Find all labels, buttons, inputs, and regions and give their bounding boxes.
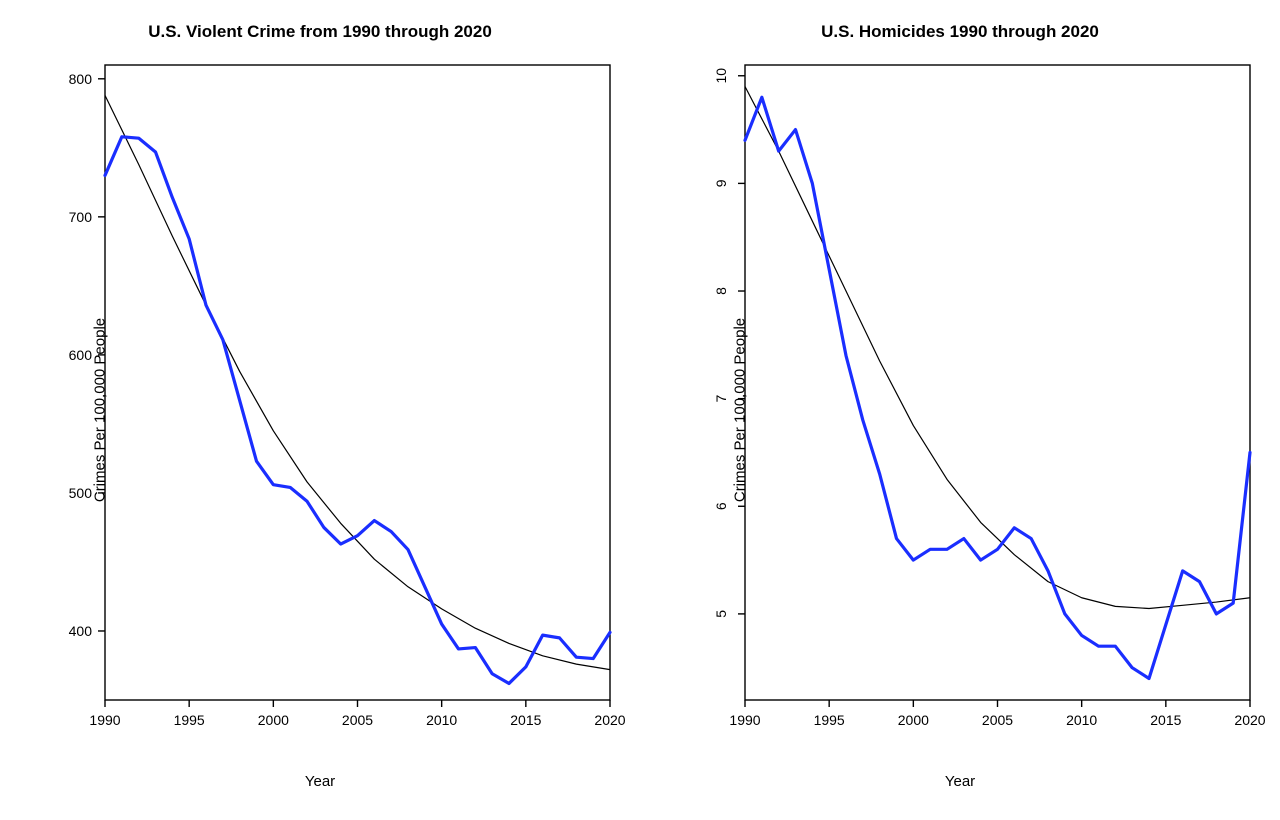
y-tick-label: 9 — [713, 179, 729, 187]
chart-panel: U.S. Homicides 1990 through 2020Crimes P… — [640, 0, 1280, 820]
x-tick-label: 2020 — [594, 712, 625, 728]
x-tick-label: 2010 — [1066, 712, 1097, 728]
y-tick-label: 5 — [713, 610, 729, 618]
plot-box — [105, 65, 610, 700]
x-tick-label: 1995 — [814, 712, 845, 728]
x-tick-label: 2015 — [510, 712, 541, 728]
x-tick-label: 2015 — [1150, 712, 1181, 728]
x-tick-label: 2010 — [426, 712, 457, 728]
x-tick-label: 2005 — [982, 712, 1013, 728]
x-tick-label: 1995 — [174, 712, 205, 728]
trend-line — [745, 87, 1250, 609]
y-tick-label: 6 — [713, 502, 729, 510]
chart-svg: 1990 1995 2000 2005 2010 2015 2020 5 6 7 8 9 10 — [640, 0, 1280, 820]
y-tick-label: 400 — [69, 623, 93, 639]
y-tick-label: 500 — [69, 485, 93, 501]
x-tick-label: 2020 — [1234, 712, 1265, 728]
data-line — [105, 137, 610, 684]
y-tick-label: 7 — [713, 395, 729, 403]
x-tick-label: 1990 — [89, 712, 120, 728]
chart-panel: U.S. Violent Crime from 1990 through 202… — [0, 0, 640, 820]
trend-line — [105, 95, 610, 669]
y-tick-label: 600 — [69, 347, 93, 363]
y-tick-label: 700 — [69, 209, 93, 225]
plot-box — [745, 65, 1250, 700]
y-tick-label: 10 — [713, 68, 729, 84]
data-line — [745, 97, 1250, 678]
y-tick-label: 800 — [69, 71, 93, 87]
x-tick-label: 2000 — [898, 712, 929, 728]
x-tick-label: 2000 — [258, 712, 289, 728]
chart-svg: 1990 1995 2000 2005 2010 2015 2020 400 500 600 700… — [0, 0, 640, 820]
x-tick-label: 2005 — [342, 712, 373, 728]
y-tick-label: 8 — [713, 287, 729, 295]
x-tick-label: 1990 — [729, 712, 760, 728]
